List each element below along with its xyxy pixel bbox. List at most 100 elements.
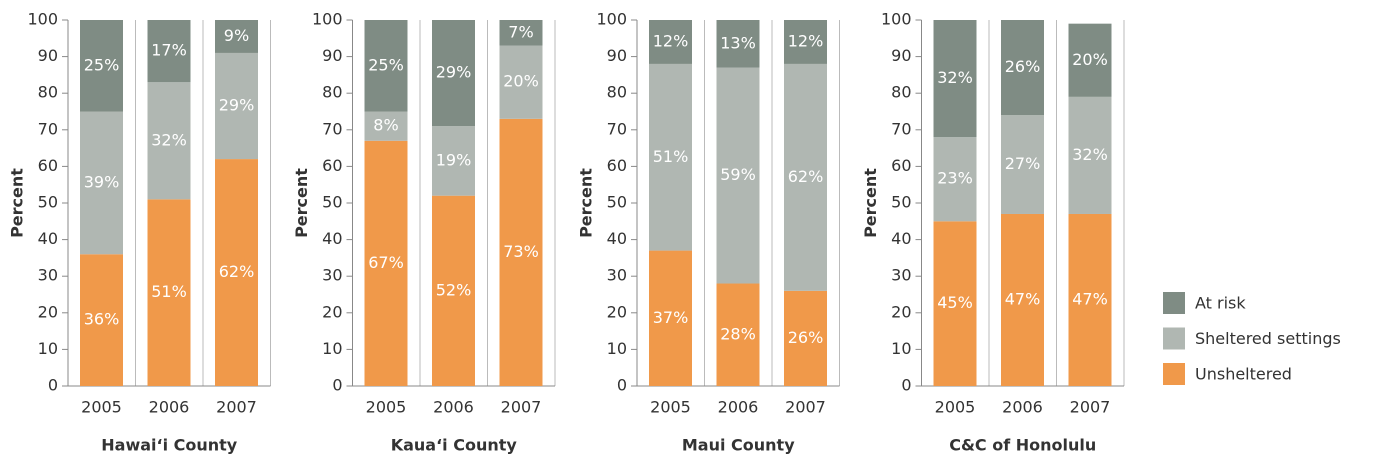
value-label: 52% bbox=[436, 280, 472, 299]
x-tick-label: 2006 bbox=[433, 398, 474, 417]
bar-segment bbox=[716, 20, 760, 68]
bar-segment bbox=[784, 290, 827, 386]
legend-swatch bbox=[1163, 292, 1185, 314]
bar-segment bbox=[499, 20, 543, 46]
y-tick-label: 0 bbox=[332, 376, 342, 395]
x-tick-label: 2005 bbox=[366, 398, 407, 417]
y-tick-label: 70 bbox=[322, 119, 342, 138]
y-tick-label: 100 bbox=[312, 10, 343, 29]
y-axis-label: Percent bbox=[8, 168, 27, 238]
y-tick-label: 40 bbox=[891, 229, 911, 248]
y-tick-label: 60 bbox=[607, 156, 627, 175]
x-tick-label: 2007 bbox=[501, 398, 542, 417]
bar-segment bbox=[649, 20, 692, 64]
x-tick-label: 2005 bbox=[650, 398, 691, 417]
y-tick-label: 60 bbox=[322, 156, 342, 175]
bar-segment bbox=[432, 195, 475, 386]
value-label: 27% bbox=[1005, 154, 1041, 173]
y-tick-label: 10 bbox=[891, 339, 911, 358]
y-tick-label: 50 bbox=[891, 193, 911, 212]
value-label: 20% bbox=[503, 72, 539, 91]
bar-segment bbox=[649, 250, 692, 386]
chart-title: C&C of Honolulu bbox=[949, 436, 1096, 455]
bar-segment bbox=[215, 52, 258, 160]
x-tick-label: 2007 bbox=[1070, 398, 1111, 417]
y-tick-label: 40 bbox=[38, 229, 58, 248]
value-label: 47% bbox=[1072, 289, 1108, 308]
y-tick-label: 90 bbox=[891, 46, 911, 65]
bar-segment bbox=[1001, 213, 1044, 386]
bar-segment bbox=[364, 20, 408, 112]
legend-swatch bbox=[1163, 327, 1185, 350]
legend-label: At risk bbox=[1195, 294, 1246, 313]
y-tick-label: 80 bbox=[891, 83, 911, 102]
value-label: 12% bbox=[788, 31, 824, 50]
value-label: 51% bbox=[653, 147, 689, 166]
bar-segment bbox=[215, 159, 258, 386]
bar-segment bbox=[432, 126, 475, 196]
bar-segment bbox=[716, 67, 760, 284]
value-label: 8% bbox=[373, 116, 398, 135]
bar-segment bbox=[147, 82, 191, 200]
bar-segment bbox=[1068, 96, 1112, 214]
bar-segment bbox=[933, 137, 977, 222]
bar-segment bbox=[432, 20, 475, 127]
bar-segment bbox=[364, 140, 408, 386]
y-tick-label: 100 bbox=[881, 10, 912, 29]
bar-segment bbox=[933, 221, 977, 386]
value-label: 32% bbox=[937, 68, 973, 87]
y-tick-label: 0 bbox=[48, 376, 58, 395]
value-label: 25% bbox=[368, 55, 404, 74]
bar-segment bbox=[1001, 20, 1044, 116]
bar-segment bbox=[215, 20, 258, 53]
value-label: 28% bbox=[720, 324, 756, 343]
value-label: 62% bbox=[219, 262, 255, 281]
bar-segment bbox=[499, 45, 543, 119]
value-label: 37% bbox=[653, 308, 689, 327]
y-tick-label: 60 bbox=[38, 156, 58, 175]
value-label: 51% bbox=[151, 282, 187, 301]
y-tick-label: 90 bbox=[38, 46, 58, 65]
bar-segment bbox=[499, 118, 543, 386]
y-tick-label: 20 bbox=[607, 302, 627, 321]
bar-segment bbox=[784, 20, 827, 64]
bar-segment bbox=[1001, 115, 1044, 214]
value-label: 26% bbox=[1005, 57, 1041, 76]
bar-segment bbox=[649, 63, 692, 251]
y-tick-label: 100 bbox=[596, 10, 627, 29]
y-tick-label: 0 bbox=[617, 376, 627, 395]
value-label: 67% bbox=[368, 253, 404, 272]
value-label: 29% bbox=[219, 96, 255, 115]
y-axis-label: Percent bbox=[292, 168, 311, 238]
y-tick-label: 40 bbox=[322, 229, 342, 248]
y-tick-label: 20 bbox=[891, 302, 911, 321]
value-label: 7% bbox=[508, 22, 533, 41]
y-tick-label: 80 bbox=[38, 83, 58, 102]
value-label: 73% bbox=[503, 242, 539, 261]
value-label: 26% bbox=[788, 328, 824, 347]
value-label: 32% bbox=[1072, 145, 1108, 164]
y-tick-label: 100 bbox=[27, 10, 58, 29]
legend-label: Unsheltered bbox=[1195, 365, 1292, 384]
x-tick-label: 2006 bbox=[718, 398, 759, 417]
bar-segment bbox=[1068, 213, 1112, 386]
bar-segment bbox=[147, 20, 191, 83]
x-tick-label: 2005 bbox=[935, 398, 976, 417]
value-label: 47% bbox=[1005, 289, 1041, 308]
y-tick-label: 30 bbox=[38, 266, 58, 285]
y-tick-label: 20 bbox=[38, 302, 58, 321]
x-tick-label: 2007 bbox=[216, 398, 257, 417]
y-tick-label: 90 bbox=[607, 46, 627, 65]
y-tick-label: 80 bbox=[322, 83, 342, 102]
value-label: 23% bbox=[937, 169, 973, 188]
y-axis-label: Percent bbox=[577, 168, 596, 238]
y-tick-label: 0 bbox=[901, 376, 911, 395]
value-label: 25% bbox=[84, 55, 120, 74]
y-tick-label: 40 bbox=[607, 229, 627, 248]
x-tick-label: 2006 bbox=[1002, 398, 1043, 417]
bar-segment bbox=[716, 283, 760, 386]
y-tick-label: 30 bbox=[891, 266, 911, 285]
y-tick-label: 50 bbox=[322, 193, 342, 212]
value-label: 17% bbox=[151, 41, 187, 60]
